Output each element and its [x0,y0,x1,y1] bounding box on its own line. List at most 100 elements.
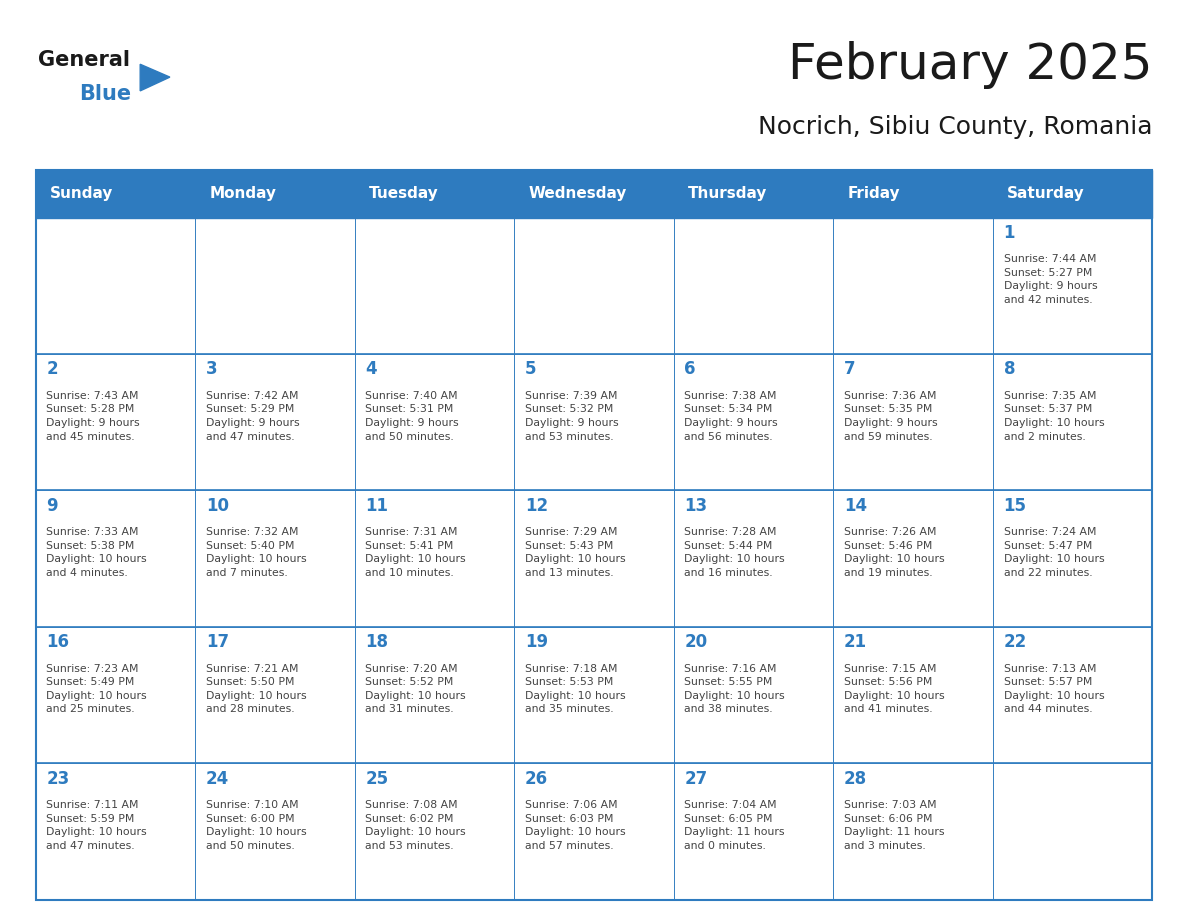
Text: Friday: Friday [847,186,901,201]
Text: Sunrise: 7:23 AM
Sunset: 5:49 PM
Daylight: 10 hours
and 25 minutes.: Sunrise: 7:23 AM Sunset: 5:49 PM Dayligh… [46,664,147,714]
Text: 1: 1 [1004,224,1015,242]
Text: Sunrise: 7:08 AM
Sunset: 6:02 PM
Daylight: 10 hours
and 53 minutes.: Sunrise: 7:08 AM Sunset: 6:02 PM Dayligh… [366,800,466,851]
FancyBboxPatch shape [36,490,195,627]
Text: Sunrise: 7:13 AM
Sunset: 5:57 PM
Daylight: 10 hours
and 44 minutes.: Sunrise: 7:13 AM Sunset: 5:57 PM Dayligh… [1004,664,1104,714]
Text: Sunrise: 7:26 AM
Sunset: 5:46 PM
Daylight: 10 hours
and 19 minutes.: Sunrise: 7:26 AM Sunset: 5:46 PM Dayligh… [843,527,944,578]
Text: Wednesday: Wednesday [529,186,627,201]
FancyBboxPatch shape [674,763,833,900]
FancyBboxPatch shape [195,763,355,900]
FancyBboxPatch shape [833,763,993,900]
Text: Sunrise: 7:38 AM
Sunset: 5:34 PM
Daylight: 9 hours
and 56 minutes.: Sunrise: 7:38 AM Sunset: 5:34 PM Dayligh… [684,391,778,442]
Text: General: General [38,50,129,71]
Text: 11: 11 [366,497,388,515]
Text: Tuesday: Tuesday [369,186,438,201]
FancyBboxPatch shape [833,627,993,763]
Text: Sunrise: 7:18 AM
Sunset: 5:53 PM
Daylight: 10 hours
and 35 minutes.: Sunrise: 7:18 AM Sunset: 5:53 PM Dayligh… [525,664,626,714]
FancyBboxPatch shape [993,218,1152,354]
FancyBboxPatch shape [514,218,674,354]
FancyBboxPatch shape [36,354,195,490]
Text: Sunrise: 7:06 AM
Sunset: 6:03 PM
Daylight: 10 hours
and 57 minutes.: Sunrise: 7:06 AM Sunset: 6:03 PM Dayligh… [525,800,626,851]
FancyBboxPatch shape [36,763,195,900]
Text: 3: 3 [206,361,217,378]
FancyBboxPatch shape [195,218,355,354]
FancyBboxPatch shape [36,218,195,354]
Text: Sunrise: 7:44 AM
Sunset: 5:27 PM
Daylight: 9 hours
and 42 minutes.: Sunrise: 7:44 AM Sunset: 5:27 PM Dayligh… [1004,254,1098,305]
Text: 19: 19 [525,633,548,651]
FancyBboxPatch shape [993,354,1152,490]
FancyBboxPatch shape [674,354,833,490]
FancyBboxPatch shape [514,763,674,900]
FancyBboxPatch shape [36,627,195,763]
Text: Sunrise: 7:20 AM
Sunset: 5:52 PM
Daylight: 10 hours
and 31 minutes.: Sunrise: 7:20 AM Sunset: 5:52 PM Dayligh… [366,664,466,714]
FancyBboxPatch shape [195,354,355,490]
Text: Sunrise: 7:31 AM
Sunset: 5:41 PM
Daylight: 10 hours
and 10 minutes.: Sunrise: 7:31 AM Sunset: 5:41 PM Dayligh… [366,527,466,578]
Text: Sunrise: 7:28 AM
Sunset: 5:44 PM
Daylight: 10 hours
and 16 minutes.: Sunrise: 7:28 AM Sunset: 5:44 PM Dayligh… [684,527,785,578]
Text: Sunrise: 7:21 AM
Sunset: 5:50 PM
Daylight: 10 hours
and 28 minutes.: Sunrise: 7:21 AM Sunset: 5:50 PM Dayligh… [206,664,307,714]
Text: 9: 9 [46,497,58,515]
Text: 10: 10 [206,497,229,515]
FancyBboxPatch shape [833,218,993,354]
Text: 21: 21 [843,633,867,651]
FancyBboxPatch shape [355,627,514,763]
FancyBboxPatch shape [674,627,833,763]
FancyBboxPatch shape [993,490,1152,627]
Text: Monday: Monday [209,186,277,201]
Text: Thursday: Thursday [688,186,767,201]
Text: 25: 25 [366,769,388,788]
Text: Sunrise: 7:35 AM
Sunset: 5:37 PM
Daylight: 10 hours
and 2 minutes.: Sunrise: 7:35 AM Sunset: 5:37 PM Dayligh… [1004,391,1104,442]
Text: 26: 26 [525,769,548,788]
Text: Sunday: Sunday [50,186,113,201]
FancyBboxPatch shape [833,490,993,627]
FancyBboxPatch shape [355,354,514,490]
Text: Sunrise: 7:40 AM
Sunset: 5:31 PM
Daylight: 9 hours
and 50 minutes.: Sunrise: 7:40 AM Sunset: 5:31 PM Dayligh… [366,391,459,442]
Text: Saturday: Saturday [1007,186,1085,201]
Text: Sunrise: 7:33 AM
Sunset: 5:38 PM
Daylight: 10 hours
and 4 minutes.: Sunrise: 7:33 AM Sunset: 5:38 PM Dayligh… [46,527,147,578]
Polygon shape [140,64,170,91]
Text: Blue: Blue [80,84,132,105]
FancyBboxPatch shape [514,627,674,763]
Text: Sunrise: 7:03 AM
Sunset: 6:06 PM
Daylight: 11 hours
and 3 minutes.: Sunrise: 7:03 AM Sunset: 6:06 PM Dayligh… [843,800,944,851]
Text: 28: 28 [843,769,867,788]
Text: Sunrise: 7:39 AM
Sunset: 5:32 PM
Daylight: 9 hours
and 53 minutes.: Sunrise: 7:39 AM Sunset: 5:32 PM Dayligh… [525,391,619,442]
Text: Sunrise: 7:15 AM
Sunset: 5:56 PM
Daylight: 10 hours
and 41 minutes.: Sunrise: 7:15 AM Sunset: 5:56 PM Dayligh… [843,664,944,714]
FancyBboxPatch shape [674,218,833,354]
Text: 7: 7 [843,361,855,378]
Text: Sunrise: 7:43 AM
Sunset: 5:28 PM
Daylight: 9 hours
and 45 minutes.: Sunrise: 7:43 AM Sunset: 5:28 PM Dayligh… [46,391,140,442]
FancyBboxPatch shape [514,490,674,627]
Text: Sunrise: 7:11 AM
Sunset: 5:59 PM
Daylight: 10 hours
and 47 minutes.: Sunrise: 7:11 AM Sunset: 5:59 PM Dayligh… [46,800,147,851]
Text: Sunrise: 7:29 AM
Sunset: 5:43 PM
Daylight: 10 hours
and 13 minutes.: Sunrise: 7:29 AM Sunset: 5:43 PM Dayligh… [525,527,626,578]
FancyBboxPatch shape [195,490,355,627]
Text: 20: 20 [684,633,708,651]
Text: Sunrise: 7:24 AM
Sunset: 5:47 PM
Daylight: 10 hours
and 22 minutes.: Sunrise: 7:24 AM Sunset: 5:47 PM Dayligh… [1004,527,1104,578]
FancyBboxPatch shape [355,218,514,354]
Text: Sunrise: 7:42 AM
Sunset: 5:29 PM
Daylight: 9 hours
and 47 minutes.: Sunrise: 7:42 AM Sunset: 5:29 PM Dayligh… [206,391,299,442]
Text: 12: 12 [525,497,548,515]
FancyBboxPatch shape [514,354,674,490]
FancyBboxPatch shape [195,627,355,763]
FancyBboxPatch shape [355,490,514,627]
Text: 22: 22 [1004,633,1026,651]
FancyBboxPatch shape [993,763,1152,900]
Text: Sunrise: 7:16 AM
Sunset: 5:55 PM
Daylight: 10 hours
and 38 minutes.: Sunrise: 7:16 AM Sunset: 5:55 PM Dayligh… [684,664,785,714]
Text: Sunrise: 7:10 AM
Sunset: 6:00 PM
Daylight: 10 hours
and 50 minutes.: Sunrise: 7:10 AM Sunset: 6:00 PM Dayligh… [206,800,307,851]
Text: 2: 2 [46,361,58,378]
Text: 13: 13 [684,497,708,515]
Text: Sunrise: 7:36 AM
Sunset: 5:35 PM
Daylight: 9 hours
and 59 minutes.: Sunrise: 7:36 AM Sunset: 5:35 PM Dayligh… [843,391,937,442]
Text: 14: 14 [843,497,867,515]
Text: 23: 23 [46,769,70,788]
FancyBboxPatch shape [36,170,1152,218]
Text: 27: 27 [684,769,708,788]
FancyBboxPatch shape [833,354,993,490]
Text: 17: 17 [206,633,229,651]
Text: 24: 24 [206,769,229,788]
Text: 8: 8 [1004,361,1015,378]
Text: 4: 4 [366,361,377,378]
Text: February 2025: February 2025 [788,41,1152,89]
FancyBboxPatch shape [355,763,514,900]
Text: Nocrich, Sibiu County, Romania: Nocrich, Sibiu County, Romania [758,115,1152,139]
Text: Sunrise: 7:32 AM
Sunset: 5:40 PM
Daylight: 10 hours
and 7 minutes.: Sunrise: 7:32 AM Sunset: 5:40 PM Dayligh… [206,527,307,578]
Text: 6: 6 [684,361,696,378]
Text: Sunrise: 7:04 AM
Sunset: 6:05 PM
Daylight: 11 hours
and 0 minutes.: Sunrise: 7:04 AM Sunset: 6:05 PM Dayligh… [684,800,785,851]
Text: 16: 16 [46,633,69,651]
Text: 5: 5 [525,361,537,378]
